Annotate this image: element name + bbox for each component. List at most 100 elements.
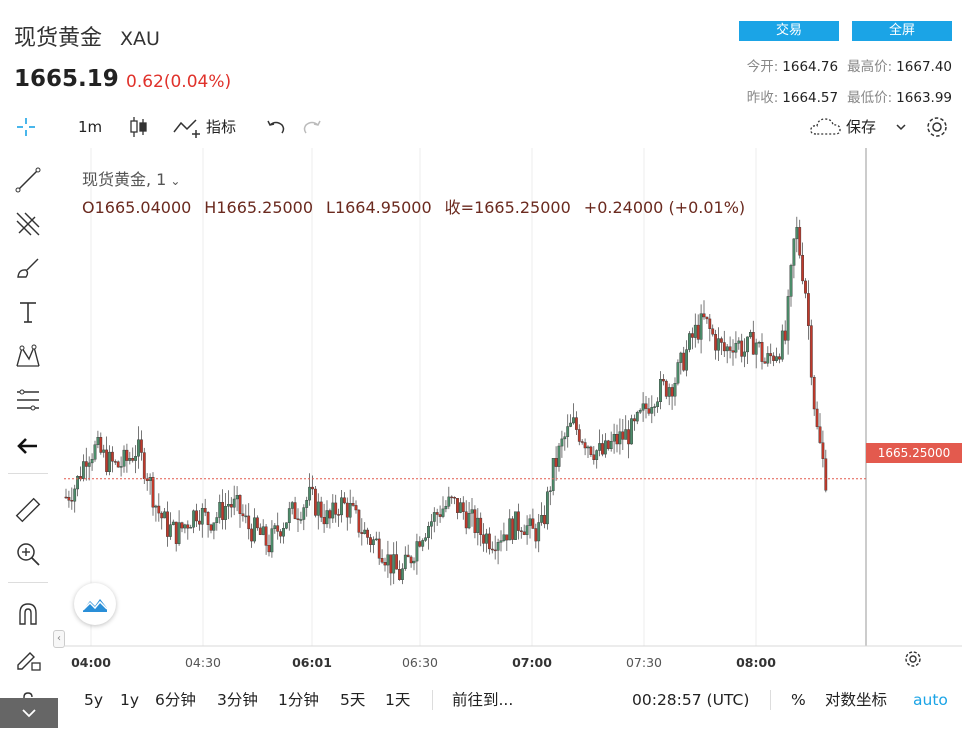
candle-body (824, 458, 828, 491)
axis-settings-gear-icon[interactable] (902, 648, 924, 670)
candle-body (160, 512, 164, 519)
candle-body (424, 537, 427, 541)
text-tool-icon[interactable] (8, 294, 48, 330)
candle-body (241, 513, 245, 517)
legend-high: H1665.25000 (204, 198, 314, 217)
zoom-in-icon[interactable] (8, 536, 48, 572)
range-1d[interactable]: 1天 (385, 691, 411, 709)
candle-body (261, 526, 265, 535)
legend-low: L1664.95000 (326, 198, 432, 217)
candle-body (154, 505, 158, 508)
candle-body (461, 502, 465, 512)
candle-body (325, 510, 329, 525)
candle-body (354, 505, 358, 511)
candle-body (279, 531, 282, 537)
candle-body (232, 498, 236, 508)
stats-row-2: 昨收: 1664.57 最低价: 1663.99 (747, 86, 952, 106)
logo-icon[interactable] (74, 583, 116, 625)
percent-toggle[interactable]: % (791, 691, 806, 709)
candle-body (215, 517, 219, 524)
interval-selector[interactable]: 1m (78, 118, 103, 136)
log-scale-toggle[interactable]: 对数坐标 (825, 691, 888, 709)
cloud-icon[interactable] (808, 110, 844, 144)
brush-icon[interactable] (8, 250, 48, 286)
candle-body (801, 254, 805, 282)
instrument-name: 现货黄金 (14, 26, 103, 51)
candle-body (502, 534, 506, 541)
panel-toggle-chevron-icon[interactable]: ‹ (53, 630, 65, 648)
range-5d[interactable]: 5天 (340, 691, 366, 709)
candle-body (93, 444, 97, 460)
candle-body (403, 554, 407, 569)
candle-body (627, 429, 631, 445)
candle-body (168, 524, 172, 537)
range-5y[interactable]: 5y (84, 691, 104, 709)
candle-body (676, 362, 680, 384)
save-button[interactable]: 保存 (846, 118, 877, 136)
candle-body (641, 403, 645, 411)
candle-body (302, 507, 306, 520)
candle-body (119, 466, 123, 468)
candle-body (438, 514, 442, 517)
indicators-button[interactable]: 指标 (206, 118, 237, 136)
candle-body (763, 361, 767, 364)
candle-body (314, 488, 317, 516)
candle-body (656, 401, 660, 407)
range-1y[interactable]: 1y (120, 691, 140, 709)
range-6min[interactable]: 6分钟 (155, 691, 196, 709)
candle-body (621, 431, 625, 440)
time-tick-label: 08:00 (736, 655, 776, 670)
candle-body (256, 517, 259, 529)
chevron-down-icon[interactable] (893, 110, 909, 144)
legend-symbol[interactable]: 现货黄金, 1 ⌄ (82, 166, 180, 190)
pattern-icon[interactable] (8, 338, 48, 374)
candle-body (186, 524, 190, 529)
candle-body (290, 502, 294, 509)
fullscreen-button[interactable]: 全屏 (852, 21, 952, 41)
back-arrow-icon[interactable] (8, 428, 48, 464)
legend-chevron-icon[interactable]: ⌄ (170, 174, 181, 188)
candle-type-icon[interactable] (128, 110, 150, 144)
chart-toolbar: 1m 指标 保存 (0, 110, 966, 144)
candle-body (287, 508, 291, 523)
current-price: 1665.19 (14, 66, 119, 92)
trend-line-icon[interactable] (8, 162, 48, 198)
ruler-icon[interactable] (8, 492, 48, 528)
range-1min[interactable]: 1分钟 (278, 691, 319, 709)
pitchfork-icon[interactable] (8, 206, 48, 242)
range-3min[interactable]: 3分钟 (217, 691, 258, 709)
time-tick-label: 04:30 (184, 655, 222, 670)
candle-body (783, 330, 787, 341)
goto-date-button[interactable]: 前往到... (452, 691, 514, 709)
candle-body (554, 458, 558, 467)
magnet-icon[interactable] (8, 596, 48, 632)
candle-body (662, 379, 665, 382)
candle-body (395, 554, 398, 570)
candle-body (415, 541, 419, 562)
undo-icon[interactable] (264, 110, 288, 144)
trade-button[interactable]: 交易 (739, 21, 839, 41)
collapse-toolbar-button[interactable] (0, 698, 58, 728)
candle-body (778, 356, 781, 360)
open-label: 今开: (746, 59, 779, 75)
settings-gear-icon[interactable] (922, 110, 952, 144)
utc-clock[interactable]: 00:28:57 (UTC) (632, 691, 750, 709)
candle-body (691, 333, 694, 338)
candle-body (311, 486, 314, 490)
indicators-icon[interactable] (172, 110, 202, 144)
fib-levels-icon[interactable] (8, 382, 48, 418)
candle-body (435, 512, 439, 515)
candle-body (485, 533, 488, 544)
candle-body (653, 406, 657, 408)
candle-body (473, 509, 477, 533)
open-value: 1664.76 (782, 59, 839, 75)
auto-scale-toggle[interactable]: auto (913, 691, 948, 709)
lock-drawing-icon[interactable] (8, 640, 48, 676)
candle-body (328, 510, 332, 519)
candle-body (316, 501, 320, 516)
candle-body (638, 410, 642, 413)
redo-icon[interactable] (300, 110, 324, 144)
candle-body (505, 534, 509, 541)
crosshair-icon[interactable] (10, 110, 42, 144)
